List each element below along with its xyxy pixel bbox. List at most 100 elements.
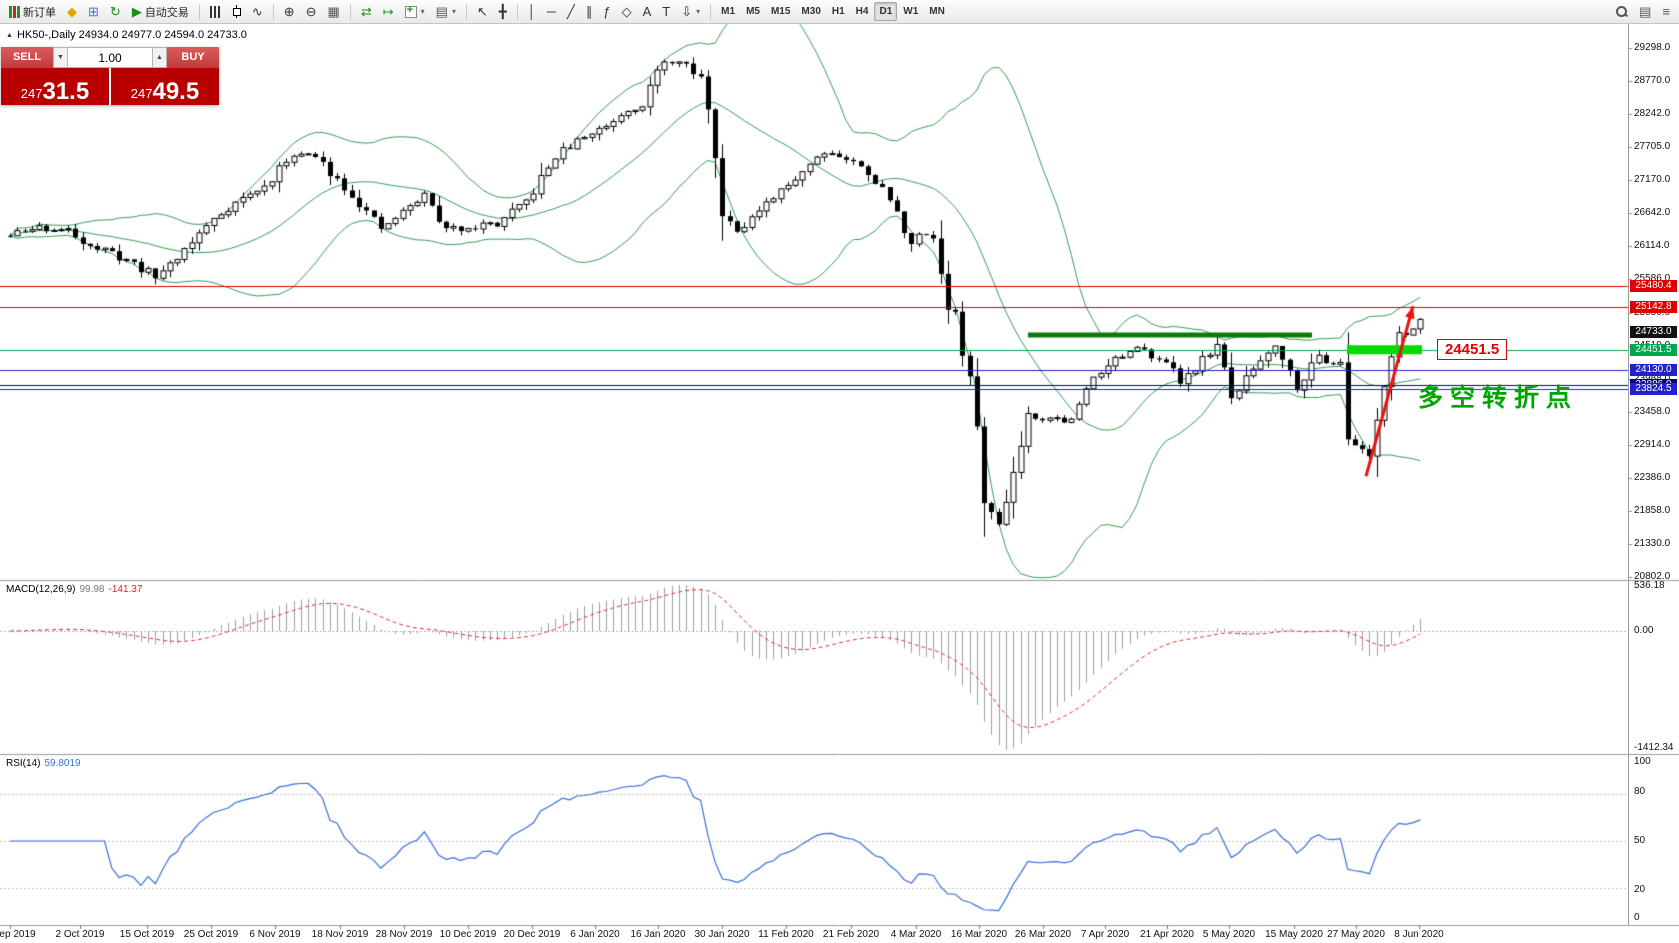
rsi-axis-label: 50 xyxy=(1634,835,1646,846)
line-chart-button[interactable]: ∿ xyxy=(247,2,268,22)
text-icon: A xyxy=(642,4,652,19)
rsi-axis-label: 80 xyxy=(1634,786,1646,797)
symbol-ohlc-text: HK50-,Daily 24934.0 24977.0 24594.0 2473… xyxy=(16,29,247,41)
timeframe-m1-button[interactable]: M1 xyxy=(721,6,736,17)
new-chart-button-dropdown[interactable]: ▾ xyxy=(420,7,425,16)
toolbar-separator xyxy=(198,3,200,20)
bar-chart-button[interactable] xyxy=(205,2,226,22)
new-order-button-label: 新订单 xyxy=(23,6,56,19)
shapes-button[interactable]: ◇ xyxy=(617,2,637,22)
tile-windows-button[interactable]: ▦ xyxy=(323,2,345,22)
rsi-axis-label: 20 xyxy=(1634,884,1646,895)
trendline-button[interactable]: ╱ xyxy=(562,2,580,22)
rsi-value: 59.8019 xyxy=(44,758,81,769)
turning-point-annotation[interactable]: 多空转折点 xyxy=(1418,384,1579,412)
profiles-button[interactable]: ▤ ▾ xyxy=(431,2,461,22)
date-label: 15 Oct 2019 xyxy=(119,929,175,940)
menu-button[interactable]: ≡ xyxy=(1657,2,1675,22)
zoom-out-icon: ⊖ xyxy=(305,4,317,19)
price-tick-label: 21330.0 xyxy=(1634,537,1671,549)
horizontal-line-button[interactable]: ─ xyxy=(542,2,561,22)
search-button[interactable] xyxy=(1610,2,1633,22)
rsi-name: RSI(14) xyxy=(6,758,41,769)
new-chart-button[interactable]: ▾ xyxy=(400,2,430,22)
autotrading-button[interactable]: ▶ 自动交易 xyxy=(127,2,194,22)
buy-price-prefix: 247 xyxy=(130,86,153,101)
price-scale[interactable] xyxy=(1628,24,1679,925)
arrows-button[interactable]: ⇩ ▾ xyxy=(676,2,705,22)
price-badge: 25142.8 xyxy=(1630,300,1677,313)
timeframe-m30-button[interactable]: M30 xyxy=(801,6,821,17)
macd-name: MACD(12,26,9) xyxy=(6,584,76,595)
toolbar-separator xyxy=(465,3,467,20)
cursor-button[interactable]: ↖ xyxy=(472,2,493,22)
buy-button[interactable]: BUY xyxy=(167,47,219,68)
chart-shift-button[interactable]: ↦ xyxy=(378,2,399,22)
price-badge: 23824.5 xyxy=(1630,382,1677,395)
vertical-line-button[interactable]: │ xyxy=(523,2,541,22)
profiles-button-dropdown[interactable]: ▾ xyxy=(451,7,456,16)
channel-button[interactable]: ∥ xyxy=(581,2,598,22)
date-label: 16 Jan 2020 xyxy=(630,929,686,940)
timeframe-h4-button[interactable]: H4 xyxy=(855,6,869,17)
timeframe-mn-button[interactable]: MN xyxy=(929,6,945,17)
timeframe-d1-button[interactable]: D1 xyxy=(874,2,898,21)
date-label: 6 Nov 2019 xyxy=(249,929,301,940)
volume-decrease-button[interactable]: ▼ xyxy=(53,47,68,68)
sell-price-button[interactable]: 247 31.5 xyxy=(1,68,109,105)
main-toolbar: 新订单◆⊞↻▶自动交易∿⊕⊖▦⇄↦▾▤▾↖╋│─╱∥ƒ◇AT⇩▾M1M5M15M… xyxy=(0,0,1679,24)
price-tick-label: 26114.0 xyxy=(1634,240,1670,252)
date-label: 5 May 2020 xyxy=(1202,929,1256,940)
timeframe-w1-button[interactable]: W1 xyxy=(903,6,919,17)
crosshair-button[interactable]: ╋ xyxy=(494,2,512,22)
date-label: 27 May 2020 xyxy=(1327,929,1385,940)
date-label: 2 Oct 2019 xyxy=(55,929,105,940)
timeframe-h1-button[interactable]: H1 xyxy=(831,6,845,17)
market-watch-button[interactable]: ⊞ xyxy=(83,2,104,22)
candlestick-chart-button[interactable] xyxy=(227,2,246,22)
toolbar-group: │ ─ ╱ ∥ ƒ ◇ A T ⇩ ▾ xyxy=(523,2,705,22)
profiles-icon: ▤ xyxy=(435,4,448,19)
toolbar-group: ↖ ╋ xyxy=(472,2,512,22)
fibonacci-button[interactable]: ƒ xyxy=(598,2,615,22)
support-level-label[interactable]: 24451.5 xyxy=(1437,338,1508,360)
date-label: 21 Feb 2020 xyxy=(822,929,880,940)
date-label: 7 Apr 2020 xyxy=(1080,929,1130,940)
auto-scroll-button[interactable]: ⇄ xyxy=(356,2,377,22)
crosshair-icon: ╋ xyxy=(498,4,507,19)
date-label: 9 Sep 2019 xyxy=(0,929,36,940)
toolbar-separator xyxy=(272,3,274,20)
tile-windows-icon: ▦ xyxy=(327,4,340,19)
macd-axis-label: 0.00 xyxy=(1634,625,1654,636)
text-label-button[interactable]: T xyxy=(657,2,675,22)
bar-chart-icon xyxy=(209,5,221,18)
date-label: 30 Jan 2020 xyxy=(694,929,750,940)
arrows-button-dropdown[interactable]: ▾ xyxy=(696,7,701,16)
window-layout-button[interactable]: ▤ xyxy=(1634,2,1656,22)
rsi-axis-label: 100 xyxy=(1634,756,1651,767)
date-label: 26 Mar 2020 xyxy=(1014,929,1072,940)
price-badge: 25480.4 xyxy=(1630,279,1677,292)
new-order-button[interactable]: 新订单 xyxy=(4,2,61,22)
trendline-icon: ╱ xyxy=(567,4,575,19)
volume-input[interactable] xyxy=(68,47,152,68)
chart-title: ▲ HK50-,Daily 24934.0 24977.0 24594.0 24… xyxy=(6,29,247,41)
window-layout-icon: ▤ xyxy=(1639,4,1652,19)
macd-axis-label: -1412.34 xyxy=(1634,742,1674,753)
zoom-out-button[interactable]: ⊖ xyxy=(301,2,322,22)
date-label: 11 Feb 2020 xyxy=(758,929,814,940)
buy-price-button[interactable]: 247 49.5 xyxy=(111,68,219,105)
price-tick-label: 23988.0 xyxy=(1634,373,1670,385)
timeframe-m15-button[interactable]: M15 xyxy=(770,6,791,17)
sell-button[interactable]: SELL xyxy=(1,47,53,68)
refresh-button[interactable]: ↻ xyxy=(105,2,126,22)
volume-increase-button[interactable]: ▲ xyxy=(152,47,167,68)
timeframe-m5-button[interactable]: M5 xyxy=(746,6,760,17)
buy-price-big: 49.5 xyxy=(152,78,200,106)
quotes-button[interactable]: ◆ xyxy=(62,2,82,22)
zoom-in-button[interactable]: ⊕ xyxy=(279,2,300,22)
macd-signal-value: -141.37 xyxy=(108,584,143,595)
text-button[interactable]: A xyxy=(638,2,657,22)
